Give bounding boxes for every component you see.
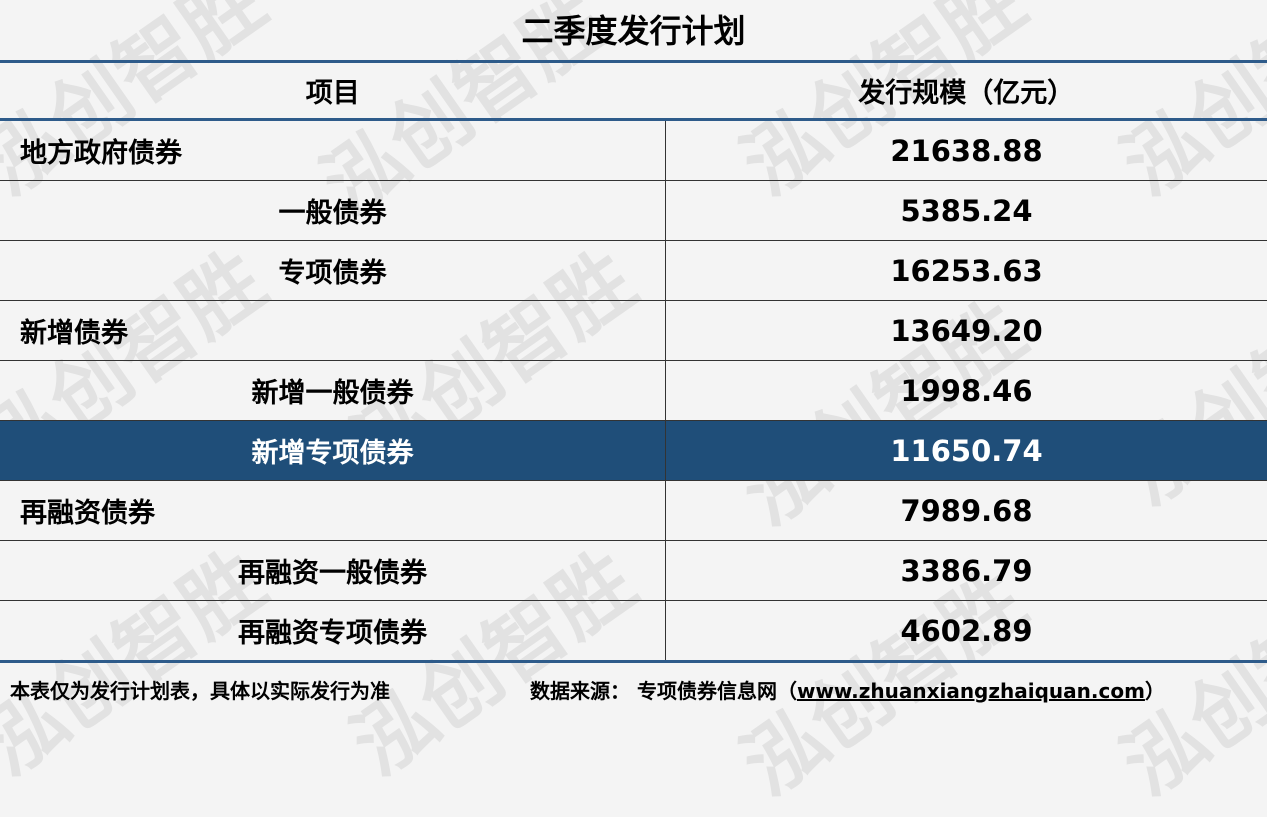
row-item: 新增专项债券 <box>0 421 666 481</box>
row-value: 5385.24 <box>666 181 1267 241</box>
row-value: 1998.46 <box>666 361 1267 421</box>
row-item: 地方政府债券 <box>0 120 666 181</box>
row-item: 专项债券 <box>0 241 666 301</box>
row-item: 再融资专项债券 <box>0 601 666 662</box>
row-value: 3386.79 <box>666 541 1267 601</box>
row-value: 7989.68 <box>666 481 1267 541</box>
source-link[interactable]: www.zhuanxiangzhaiquan.com <box>797 679 1145 703</box>
row-value: 16253.63 <box>666 241 1267 301</box>
source-label: 数据来源： <box>530 679 630 703</box>
row-item: 再融资一般债券 <box>0 541 666 601</box>
data-source: 数据来源： 专项债券信息网（www.zhuanxiangzhaiquan.com… <box>530 676 1165 706</box>
header-item: 项目 <box>0 62 666 120</box>
row-value: 4602.89 <box>666 601 1267 662</box>
row-value: 21638.88 <box>666 120 1267 181</box>
row-item: 新增一般债券 <box>0 361 666 421</box>
page-title: 二季度发行计划 <box>0 8 1267 54</box>
row-item: 再融资债券 <box>0 481 666 541</box>
row-item: 一般债券 <box>0 181 666 241</box>
row-item: 新增债券 <box>0 301 666 361</box>
footer-note: 本表仅为发行计划表，具体以实际发行为准 <box>10 676 390 706</box>
source-name: 专项债券信息网（ <box>637 679 797 703</box>
row-value: 13649.20 <box>666 301 1267 361</box>
source-close: ） <box>1145 679 1165 703</box>
row-value: 11650.74 <box>666 421 1267 481</box>
header-scale: 发行规模（亿元） <box>666 62 1267 120</box>
table-header-row: 项目 发行规模（亿元） <box>0 62 1267 120</box>
